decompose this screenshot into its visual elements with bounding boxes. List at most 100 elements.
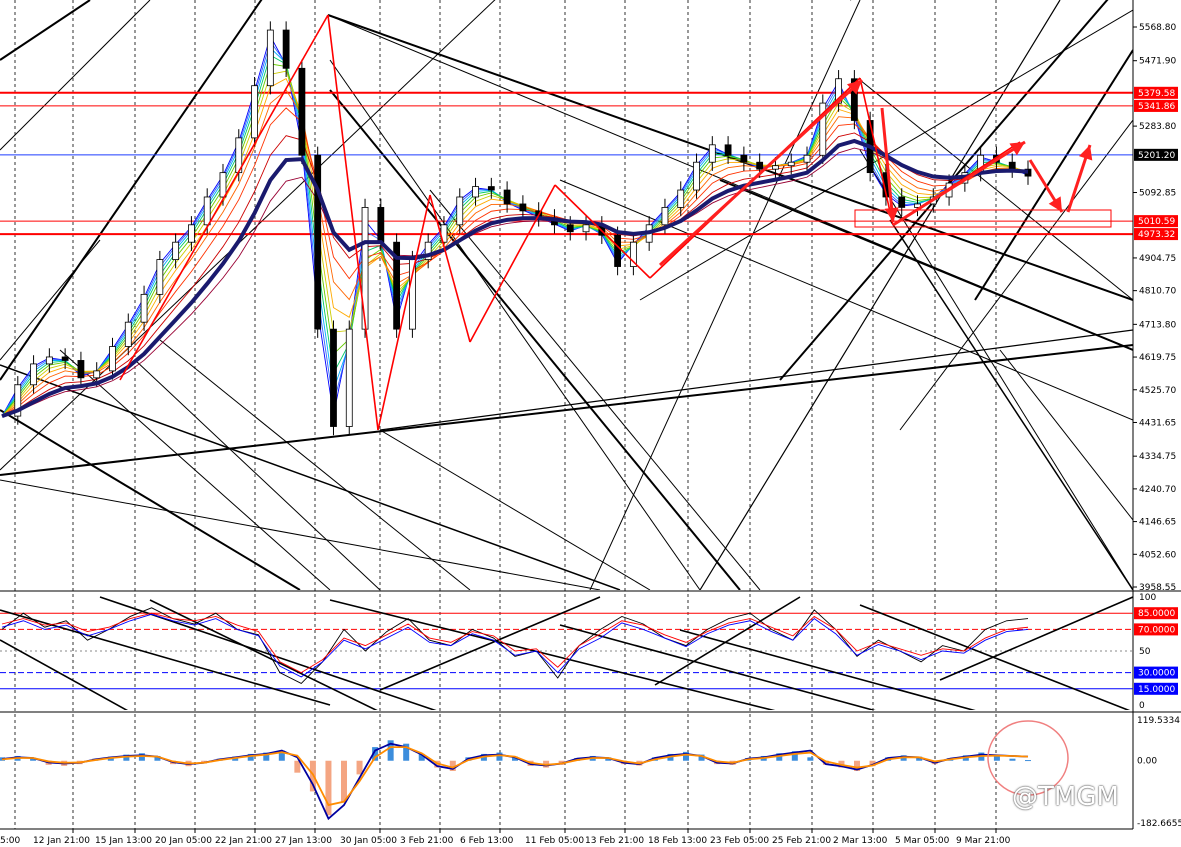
macd-bar <box>372 747 379 761</box>
candle-body <box>803 154 811 163</box>
macd-bar <box>418 753 425 761</box>
price-tag <box>1134 215 1178 228</box>
price-tick-label: 4810.70 <box>1139 287 1176 297</box>
oscillator-levels <box>0 612 1133 690</box>
macd-bar <box>683 751 689 761</box>
price-tag <box>1134 228 1178 241</box>
candle-body <box>693 161 700 191</box>
highlight-circle <box>987 720 1069 796</box>
time-label: 25 Feb 21:00 <box>772 836 831 846</box>
wave-line <box>859 77 894 226</box>
candle-body <box>898 196 906 208</box>
candle-body <box>661 207 669 226</box>
candle-body <box>45 356 53 365</box>
candle-body <box>61 356 69 361</box>
oscillator-pane[interactable] <box>0 596 1133 712</box>
macd-bar <box>916 756 923 761</box>
oscillator-lines <box>1 607 1029 684</box>
price-tick-label: 4713.80 <box>1139 320 1176 330</box>
macd-bar <box>356 760 363 775</box>
candle-body <box>156 259 164 295</box>
arrow-head <box>1078 145 1093 161</box>
price-pane[interactable] <box>0 0 1133 590</box>
macd-lines <box>1 742 1029 821</box>
candle-body <box>408 259 416 330</box>
macd-bar <box>123 754 130 761</box>
wave-line <box>554 184 651 279</box>
macd-bar <box>278 750 285 761</box>
time-label: 5 Mar 05:00 <box>895 836 950 846</box>
price-tags: 5379.58 5341.86 5201.20 5010.59 4973.32 <box>1134 86 1178 241</box>
wave-line <box>429 194 471 343</box>
macd-tick-label: 119.5334 <box>1137 716 1180 726</box>
price-tick-label: 3958.55 <box>1139 583 1176 593</box>
candle-body <box>109 346 116 372</box>
time-label: 2 Mar 13:00 <box>833 836 888 846</box>
candle-body <box>330 328 337 427</box>
candle-body <box>298 67 306 156</box>
candle-body <box>424 241 432 260</box>
osc-tick-label: 50 <box>1139 647 1151 657</box>
price-tick-label: 4904.75 <box>1139 254 1176 264</box>
candle-body <box>614 234 621 267</box>
price-tag-label: 5010.59 <box>1138 217 1175 227</box>
candle-body <box>566 224 574 233</box>
wave-line <box>327 14 379 431</box>
candle-body <box>740 154 748 163</box>
candle-body <box>519 203 527 212</box>
candle-body <box>393 241 401 330</box>
ribbon-line <box>1 132 1029 417</box>
arrow-head <box>1009 142 1025 156</box>
level-tag <box>1134 682 1178 695</box>
wave-line <box>119 14 329 381</box>
price-tag-label: 5379.58 <box>1138 89 1175 99</box>
candle-body <box>772 165 779 170</box>
macd-line <box>1 746 1029 807</box>
candle-body <box>787 161 795 167</box>
wave-line <box>469 184 556 343</box>
time-label: 3 Feb 21:00 <box>400 836 454 846</box>
price-tag-label: 5341.86 <box>1138 102 1175 112</box>
candle-body <box>1008 161 1016 170</box>
ribbon-line <box>1 107 1029 417</box>
macd-bar <box>869 760 876 767</box>
candle-body <box>30 363 37 386</box>
price-tick-label: 5471.90 <box>1139 57 1176 67</box>
projection-arrows <box>658 78 1093 267</box>
price-tick-label: 5092.85 <box>1139 189 1176 199</box>
macd-bar <box>791 751 798 761</box>
ribbon-line <box>1 147 1029 417</box>
wave-pattern-lines <box>119 14 1021 431</box>
macd-bar <box>698 754 705 761</box>
time-label: 27 Jan 13:00 <box>275 836 332 846</box>
time-label: 5:00 <box>0 836 20 846</box>
candle-body <box>456 196 464 226</box>
candle-body <box>677 189 685 208</box>
target-zone-box <box>854 209 1112 228</box>
candle-body <box>850 78 858 121</box>
candle-body <box>472 186 479 198</box>
macd-bar <box>449 760 456 771</box>
candle-body <box>14 384 22 417</box>
macd-bar <box>341 760 347 802</box>
candle-body <box>819 102 827 156</box>
candle-body <box>629 241 637 267</box>
level-tag <box>1134 666 1178 679</box>
price-tick-label: 5568.80 <box>1139 23 1176 33</box>
macd-bar <box>247 753 254 761</box>
candle-body <box>503 189 511 205</box>
candle-body <box>756 161 764 170</box>
macd-bar <box>403 743 410 761</box>
price-tick-label: 4525.70 <box>1139 386 1176 396</box>
candle-body <box>172 241 180 260</box>
price-tick-label: 4240.70 <box>1139 485 1176 495</box>
macd-pane[interactable] <box>0 720 1069 821</box>
level-tag <box>1134 607 1178 620</box>
time-label: 11 Feb 05:00 <box>525 836 584 846</box>
candle-body <box>282 29 290 69</box>
candle-body <box>487 186 495 191</box>
time-label: 18 Feb 13:00 <box>648 836 707 846</box>
oscillator-axis: 100 85.0000 70.0000 50 30.0000 15.0000 0 <box>1134 593 1178 711</box>
